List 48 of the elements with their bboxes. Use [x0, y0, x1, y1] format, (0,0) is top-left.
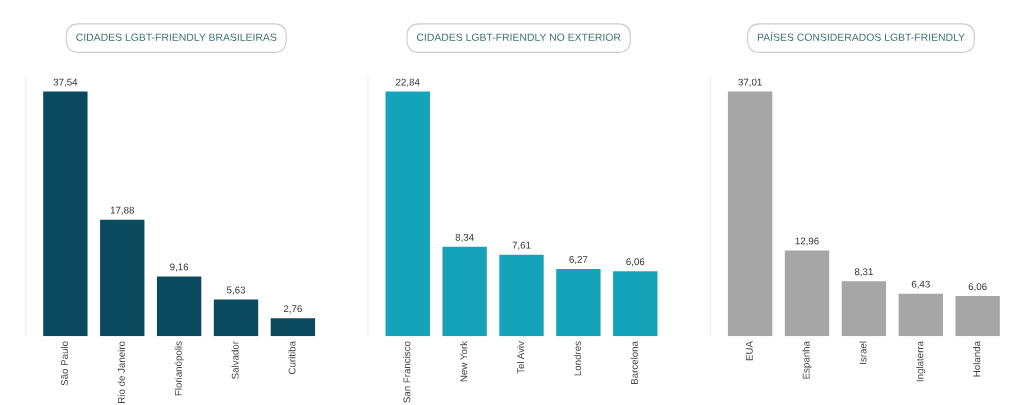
- bar: [613, 271, 658, 337]
- bar: [898, 293, 943, 337]
- data-label: 12,96: [795, 237, 819, 246]
- data-label: 9,16: [170, 263, 189, 272]
- x-tick-label: Curitiba: [288, 341, 296, 375]
- bar: [156, 276, 202, 337]
- bar: [213, 299, 259, 337]
- bar: [270, 318, 316, 337]
- chart-title: CIDADES LGBT-FRIENDLY NO EXTERIOR: [416, 33, 621, 41]
- data-label: 8,31: [854, 268, 873, 277]
- data-label: 17,88: [110, 206, 134, 215]
- x-tick-label: Barcelona: [630, 341, 638, 384]
- x-tick-label: Salvador: [231, 341, 239, 379]
- bar: [727, 91, 773, 337]
- x-tick-label: Londres: [573, 341, 581, 376]
- data-label: 22,84: [396, 78, 420, 87]
- bar: [955, 296, 1000, 337]
- bar: [43, 91, 88, 337]
- x-tick-label: New York: [460, 341, 468, 382]
- data-label: 6,43: [911, 280, 930, 289]
- data-label: 7,61: [512, 241, 531, 250]
- x-tick-label: Florianópolis: [174, 341, 184, 396]
- x-tick-label: Rio de Janeiro: [117, 341, 125, 403]
- x-tick-label: São Paulo: [60, 341, 68, 386]
- x-tick-label: Holanda: [973, 341, 981, 377]
- bar: [784, 250, 830, 337]
- data-label: 5,63: [226, 286, 246, 295]
- bar: [499, 254, 544, 337]
- x-tick-label: San Francisco: [403, 341, 411, 403]
- data-label: 37,54: [53, 78, 78, 87]
- data-label: 8,34: [455, 233, 474, 242]
- x-tick-label: EUA: [745, 341, 753, 361]
- chart-title: CIDADES LGBT-FRIENDLY BRASILEIRAS: [76, 33, 277, 41]
- bar: [100, 219, 145, 337]
- x-tick-label: Espanha: [802, 341, 812, 379]
- data-label: 6,27: [569, 256, 588, 265]
- data-label: 6,06: [626, 258, 645, 267]
- x-tick-label: Israel: [859, 341, 867, 364]
- chart-title: PAÍSES CONSIDERADOS LGBT-FRIENDLY: [757, 31, 965, 41]
- bar: [442, 246, 487, 337]
- x-tick-label: Tel Aviv: [516, 341, 525, 374]
- data-label: 37,01: [738, 78, 762, 87]
- bar: [841, 281, 887, 337]
- bar: [385, 91, 430, 337]
- bar: [556, 269, 601, 337]
- data-label: 6,06: [968, 283, 987, 292]
- data-label: 2,76: [283, 305, 302, 314]
- x-tick-label: Inglaterra: [916, 341, 926, 382]
